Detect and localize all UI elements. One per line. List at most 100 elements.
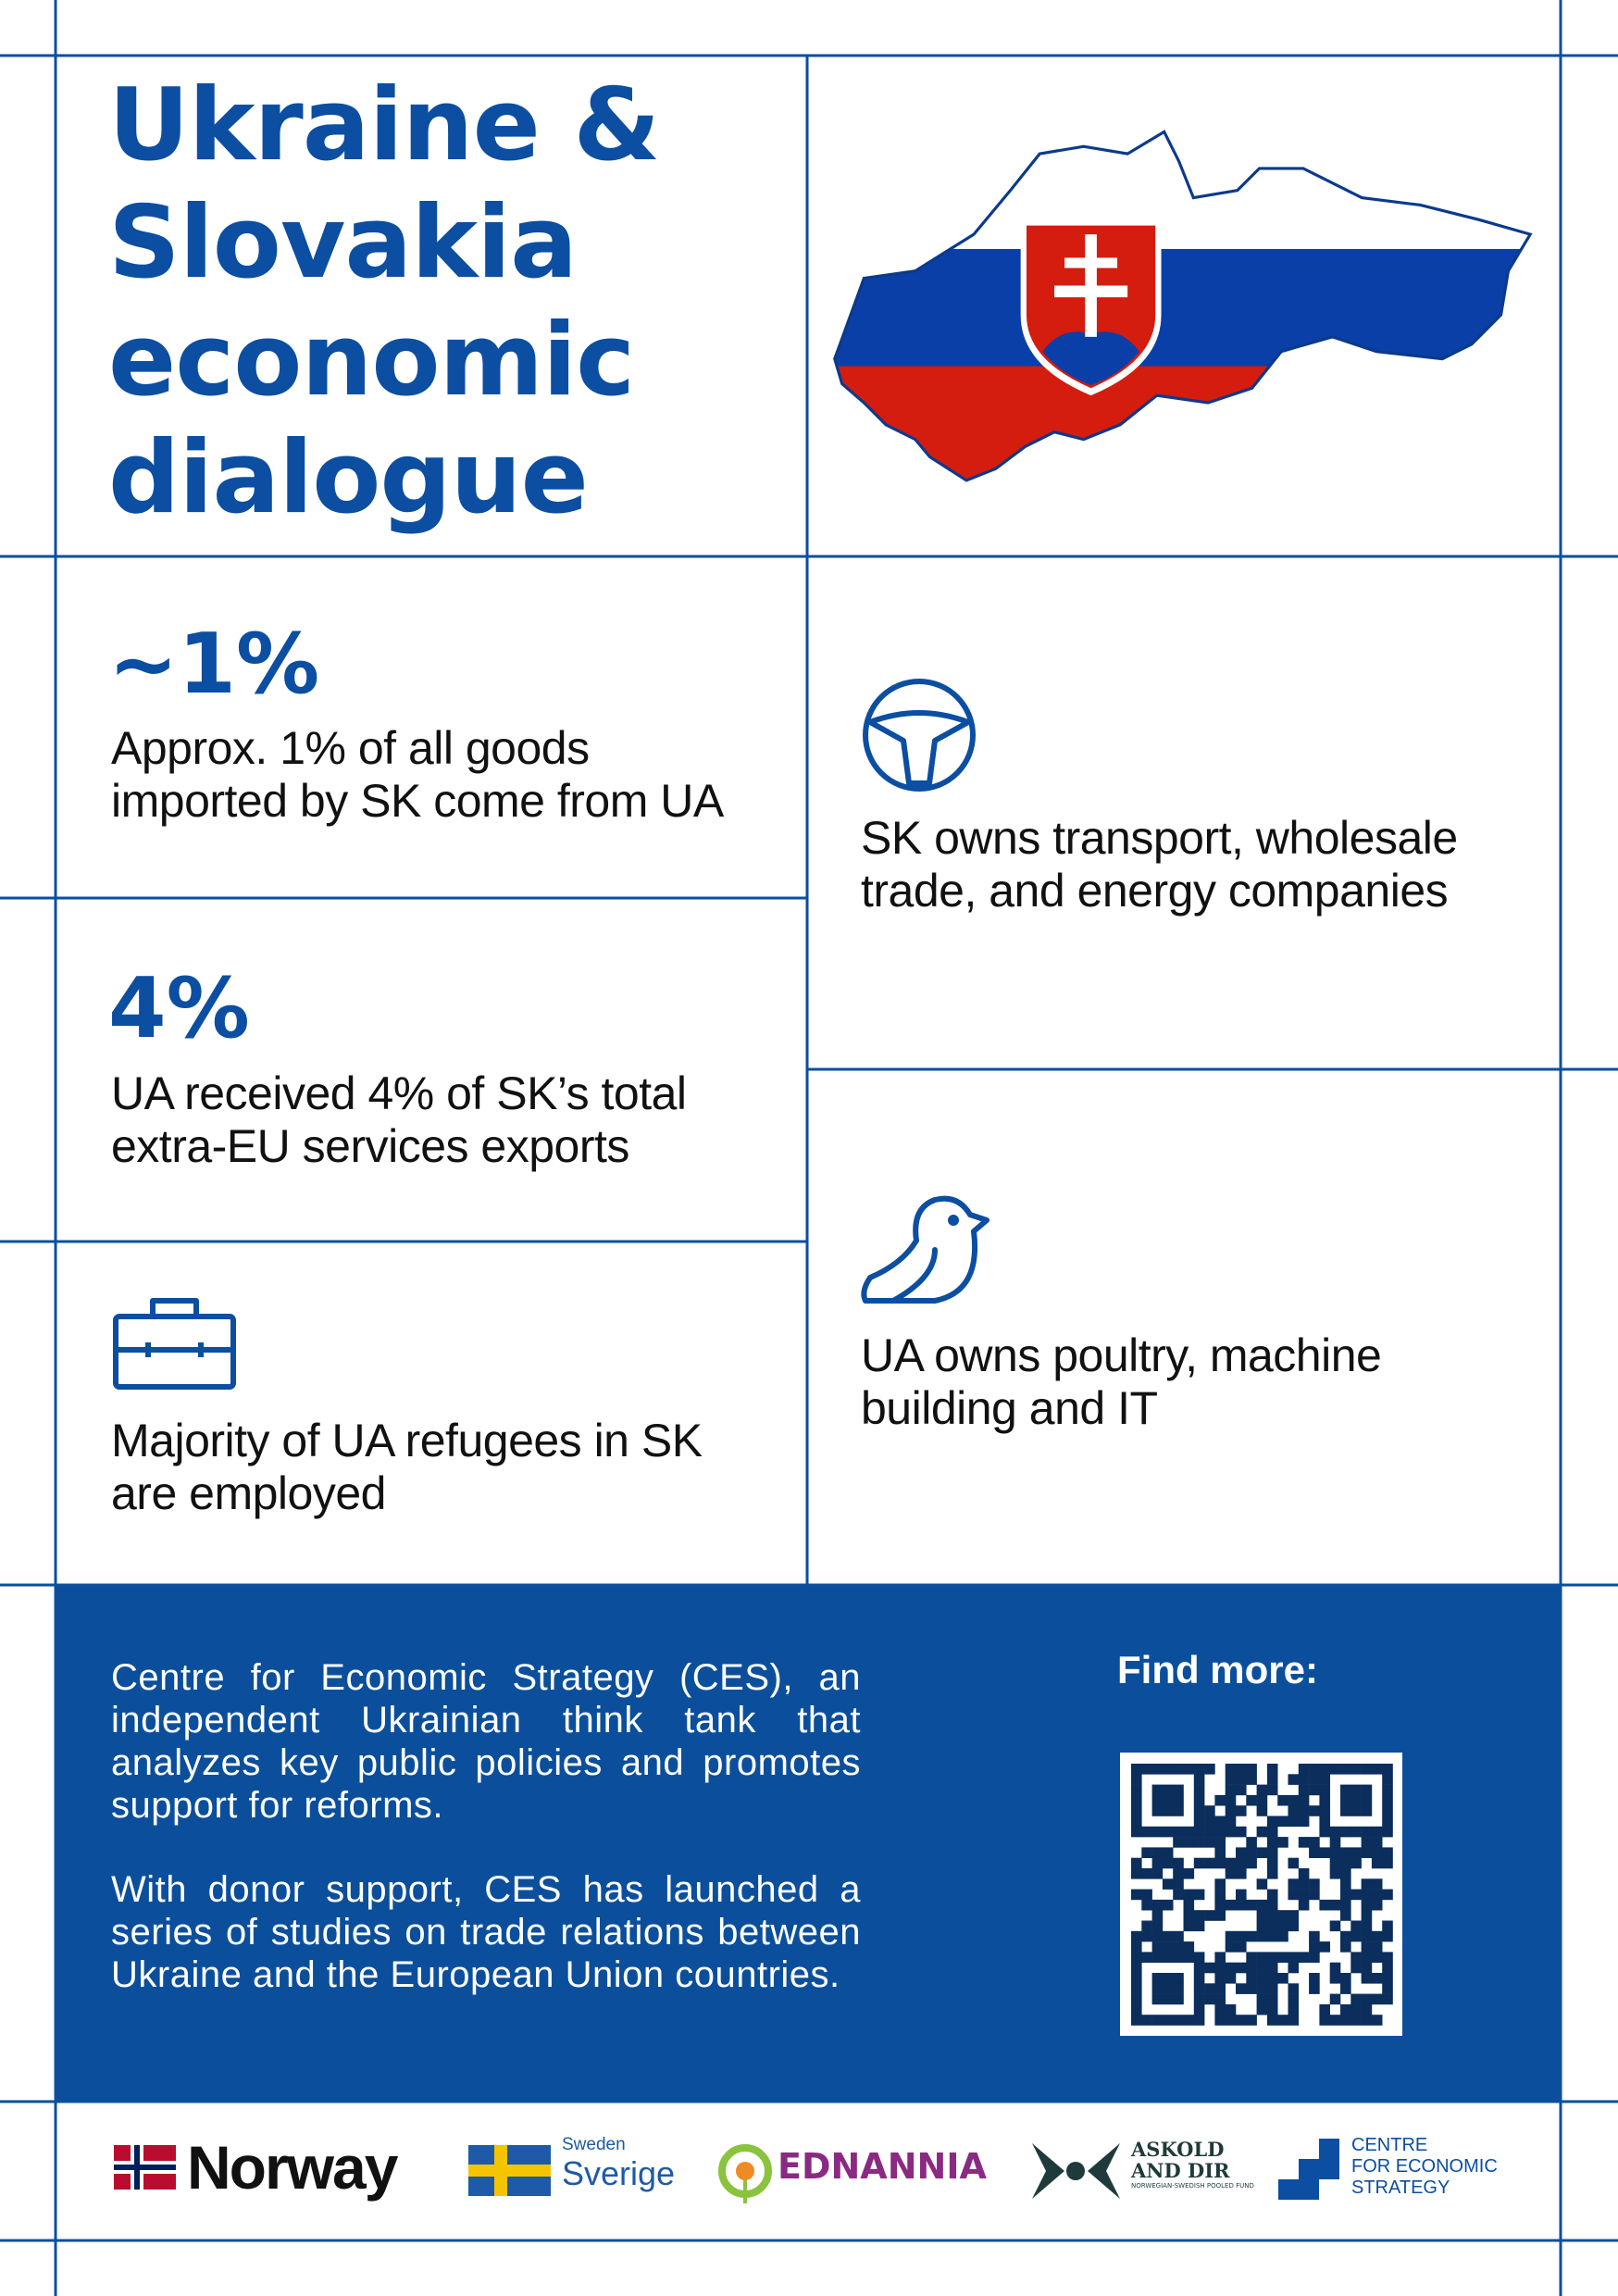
qr-module <box>1141 2015 1152 2026</box>
qr-module <box>1141 1764 1152 1775</box>
qr-module <box>1193 1837 1205 1848</box>
qr-module <box>1256 2003 1268 2015</box>
qr-module <box>1309 1973 1320 1984</box>
title-line: Slovakia <box>108 185 578 301</box>
text-line: building and IT <box>861 1382 1158 1434</box>
qr-module <box>1277 1837 1288 1848</box>
qr-module <box>1361 1805 1373 1816</box>
qr-module <box>1319 2003 1330 2015</box>
qr-module <box>1173 1805 1184 1816</box>
qr-module <box>1151 1826 1164 1838</box>
qr-module <box>1131 1952 1142 1963</box>
ces-icon <box>1278 2139 1339 2200</box>
qr-module <box>1298 1805 1310 1816</box>
qr-module <box>1382 1920 1393 1932</box>
qr-module <box>1162 1878 1174 1890</box>
qr-module <box>1340 1764 1351 1775</box>
qr-module <box>1329 1826 1341 1838</box>
qr-module <box>1256 1878 1268 1890</box>
qr-module <box>1173 1952 1184 1963</box>
qr-module <box>1277 1952 1288 1963</box>
qr-module <box>1382 1784 1393 1796</box>
qr-module <box>1183 2015 1195 2026</box>
qr-module <box>1266 1774 1278 1785</box>
logo-text: ASKOLD <box>1131 2138 1225 2161</box>
qr-module <box>1298 1784 1310 1796</box>
qr-module <box>1236 1899 1247 1911</box>
qr-module <box>1162 1983 1174 1994</box>
qr-module <box>1361 1764 1373 1775</box>
qr-module <box>1214 2015 1226 2026</box>
qr-module <box>1298 1764 1310 1775</box>
qr-module <box>1277 1794 1288 1806</box>
qr-module <box>1288 1805 1300 1816</box>
qr-module <box>1340 1930 1351 1942</box>
qr-module <box>1350 1764 1362 1775</box>
logo-text: NORWEGIAN-SWEDISH POOLED FUND <box>1131 2182 1254 2190</box>
qr-module <box>1183 1837 1195 1848</box>
qr-module <box>1371 1826 1383 1838</box>
qr-module <box>1151 1805 1164 1816</box>
qr-module <box>1151 2015 1164 2026</box>
qr-module <box>1371 1973 1383 1984</box>
qr-module <box>1350 1962 1362 1974</box>
qr-module <box>1225 1764 1237 1775</box>
qr-module <box>1266 1930 1278 1942</box>
qr-module <box>1151 1784 1164 1796</box>
stat-value: 4% <box>108 960 250 1057</box>
qr-module <box>1193 1784 1205 1796</box>
qr-module <box>1225 1805 1237 1816</box>
qr-module <box>1214 1847 1226 1858</box>
title-line: Ukraine & <box>108 68 661 183</box>
qr-module <box>1371 1952 1383 1963</box>
qr-module <box>1329 1899 1341 1911</box>
ednannia-icon <box>718 2144 772 2203</box>
qr-module <box>1361 1837 1373 1848</box>
qr-module <box>1246 1952 1257 1963</box>
qr-module <box>1256 1826 1268 1838</box>
qr-module <box>1361 1899 1373 1911</box>
qr-module <box>1256 1920 1268 1932</box>
qr-module <box>1256 1962 1268 1974</box>
qr-module <box>1162 1930 1174 1942</box>
qr-module <box>1350 1847 1362 1858</box>
qr-module <box>1382 1816 1393 1828</box>
qr-module <box>1266 1962 1278 1974</box>
qr-module <box>1246 1899 1257 1911</box>
qr-module <box>1288 1962 1300 1974</box>
qr-module <box>1204 1993 1215 2005</box>
qr-module <box>1151 1910 1164 1921</box>
qr-module <box>1131 1973 1142 1984</box>
qr-module <box>1225 1857 1237 1869</box>
qr-module <box>1256 1973 1268 1984</box>
askold-logo: ASKOLD AND DIR NORWEGIAN-SWEDISH POOLED … <box>1131 2139 1254 2190</box>
qr-module <box>1131 1816 1142 1828</box>
qr-module <box>1131 2015 1142 2026</box>
qr-module <box>1173 1837 1184 1848</box>
qr-module <box>1350 2015 1362 2026</box>
qr-module <box>1382 1973 1393 1984</box>
qr-module <box>1225 1941 1237 1953</box>
qr-module <box>1361 1930 1373 1942</box>
qr-module <box>1204 1837 1215 1848</box>
qr-module <box>1298 1878 1310 1890</box>
qr-module <box>1319 2015 1330 2026</box>
qr-module <box>1382 1774 1393 1785</box>
qr-module <box>1382 1847 1393 1858</box>
qr-module <box>1131 1983 1142 1994</box>
qr-module <box>1350 1857 1362 1869</box>
qr-module <box>1173 1973 1184 1984</box>
qr-module <box>1266 1837 1278 1848</box>
qr-module <box>1141 1847 1152 1858</box>
qr-module <box>1361 1920 1373 1932</box>
text-line: UA received 4% of SK’s total <box>111 1067 687 1119</box>
qr-module <box>1131 1857 1142 1869</box>
qr-module <box>1162 1973 1174 1984</box>
qr-module <box>1162 1941 1174 1953</box>
qr-module <box>1173 1764 1184 1775</box>
qr-module <box>1340 1784 1351 1796</box>
qr-module <box>1246 1764 1257 1775</box>
qr-module <box>1183 1764 1195 1775</box>
qr-module <box>1151 1847 1164 1858</box>
